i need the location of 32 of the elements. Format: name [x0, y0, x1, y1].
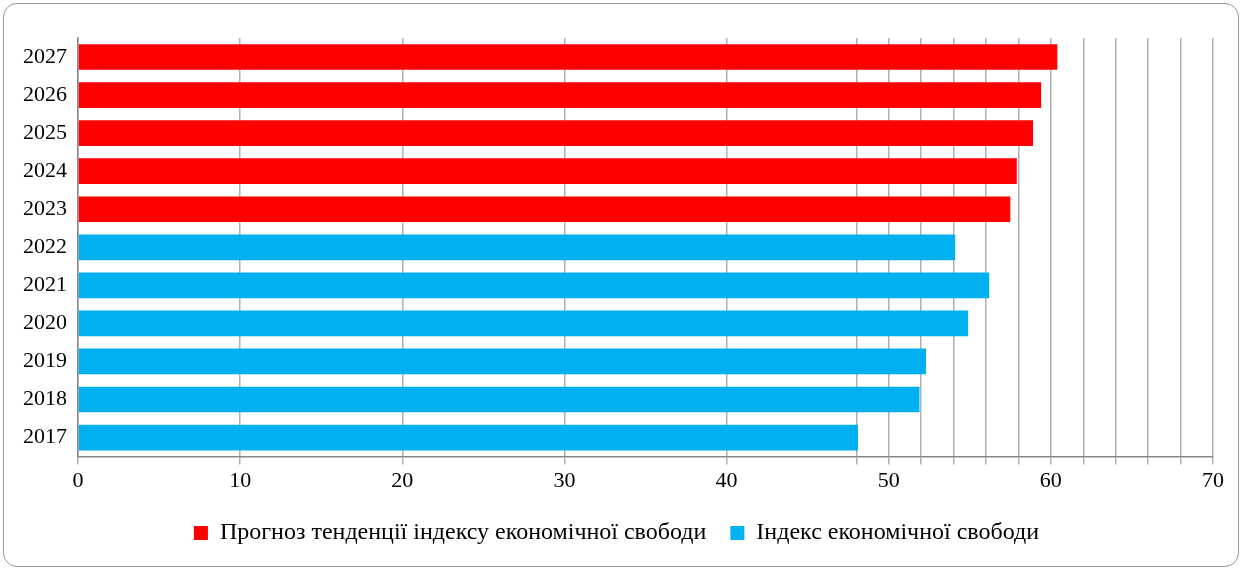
legend-label: Прогноз тенденції індексу економічної свободи — [219, 518, 707, 545]
bar — [78, 424, 858, 451]
y-tick-label: 2026 — [23, 80, 67, 106]
bar — [78, 158, 1017, 185]
legend-label: Індекс економічної свободи — [756, 518, 1040, 545]
y-tick-label: 2023 — [23, 195, 67, 221]
y-tick-label: 2017 — [23, 423, 67, 449]
bar — [78, 310, 969, 337]
bar — [78, 196, 1011, 223]
bar — [78, 386, 920, 413]
x-tick-label: 40 — [715, 466, 738, 492]
bar — [78, 82, 1042, 108]
y-tick-label: 2019 — [23, 347, 67, 373]
x-tick-label: 0 — [72, 466, 84, 492]
x-tick-label: 10 — [229, 466, 252, 492]
bar — [78, 348, 927, 375]
x-tick-label: 70 — [1202, 466, 1224, 492]
y-tick-label: 2020 — [23, 309, 67, 335]
y-tick-label: 2025 — [23, 118, 67, 144]
x-tick-label: 30 — [553, 466, 576, 492]
x-tick-label: 20 — [391, 466, 414, 492]
y-tick-label: 2024 — [23, 156, 67, 182]
bar — [78, 120, 1034, 146]
y-tick-label: 2022 — [23, 233, 67, 259]
x-tick-label: 60 — [1039, 466, 1062, 492]
y-tick-label: 2018 — [23, 385, 67, 411]
y-tick-label: 2021 — [23, 271, 67, 297]
bar — [78, 44, 1058, 70]
x-tick-label: 50 — [877, 466, 900, 492]
y-tick-label: 2027 — [23, 42, 67, 68]
bar — [78, 272, 990, 299]
bar — [78, 234, 956, 261]
